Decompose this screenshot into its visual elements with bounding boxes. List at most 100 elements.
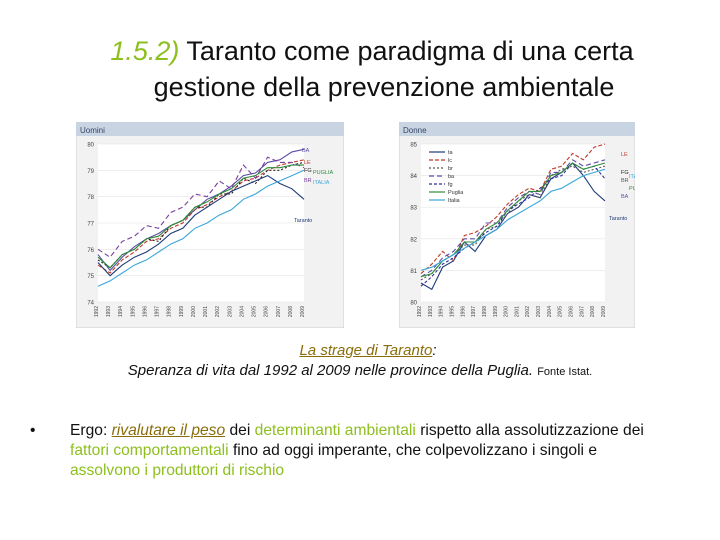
series-line-italia bbox=[420, 168, 606, 271]
body-part-4: determinanti ambientali bbox=[254, 422, 416, 439]
series-end-label: Taranto bbox=[609, 216, 627, 222]
x-tick-label: 1992 bbox=[94, 306, 100, 317]
body-part-2: rivalutare il peso bbox=[111, 422, 226, 439]
x-tick-label: 2003 bbox=[536, 306, 542, 317]
x-tick-label: 2006 bbox=[264, 306, 270, 317]
legend-label: Italia bbox=[448, 198, 461, 204]
series-end-label: FG bbox=[304, 168, 312, 174]
series-line-br bbox=[420, 165, 606, 281]
x-tick-label: 1998 bbox=[167, 306, 173, 317]
plot-area bbox=[421, 144, 605, 302]
x-tick-label: 2001 bbox=[203, 306, 209, 317]
chart-title: Uomini bbox=[80, 126, 105, 135]
legend-label: ba bbox=[448, 174, 455, 180]
y-tick-label: 80 bbox=[410, 301, 417, 307]
x-tick-label: 2005 bbox=[558, 306, 564, 317]
x-tick-label: 1995 bbox=[449, 306, 455, 317]
body-part-6: fattori comportamentali bbox=[70, 442, 229, 459]
x-tick-label: 1998 bbox=[482, 306, 488, 317]
chart-title: Donne bbox=[403, 126, 427, 135]
x-tick-label: 2003 bbox=[227, 306, 233, 317]
x-tick-label: 1992 bbox=[417, 306, 423, 317]
y-tick-label: 85 bbox=[410, 143, 417, 149]
series-line-italia bbox=[97, 169, 305, 287]
series-end-label: ITALIA bbox=[629, 174, 635, 180]
y-tick-label: 76 bbox=[87, 248, 94, 254]
x-tick-label: 1996 bbox=[460, 306, 466, 317]
series-end-label: BR bbox=[621, 178, 629, 184]
caption-title-text: La strage di Taranto bbox=[299, 342, 433, 359]
legend-label: fg bbox=[448, 182, 453, 188]
x-tick-label: 2006 bbox=[569, 306, 575, 317]
x-tick-label: 1999 bbox=[493, 306, 499, 317]
y-tick-label: 78 bbox=[87, 195, 94, 201]
caption-title: La strage di Taranto: bbox=[8, 341, 720, 360]
series-end-label: ITALIA bbox=[313, 180, 330, 186]
caption-source: Fonte Istat. bbox=[537, 366, 593, 378]
x-tick-label: 2002 bbox=[215, 306, 221, 317]
caption-subtitle: Speranza di vita dal 1992 al 2009 nelle … bbox=[0, 361, 720, 382]
x-tick-label: 2005 bbox=[252, 306, 258, 317]
title-text-1: Taranto come paradigma di una certa bbox=[186, 36, 634, 66]
y-tick-label: 75 bbox=[87, 274, 94, 280]
legend-label: Puglia bbox=[448, 190, 464, 196]
x-tick-label: 2000 bbox=[504, 306, 510, 317]
x-tick-label: 2001 bbox=[514, 306, 520, 317]
legend-label: lc bbox=[448, 158, 452, 164]
title-number: 1.5.2) bbox=[110, 36, 180, 66]
series-end-label: BR bbox=[304, 178, 312, 184]
series-end-label: FG bbox=[621, 170, 629, 176]
caption-title-colon: : bbox=[432, 342, 437, 359]
x-tick-label: 1994 bbox=[439, 306, 445, 317]
y-tick-label: 77 bbox=[87, 222, 94, 228]
series-line-ta bbox=[420, 162, 606, 291]
slide-title-line-2: gestione della prevenzione ambientale bbox=[153, 72, 615, 102]
y-tick-label: 80 bbox=[87, 143, 94, 149]
y-tick-label: 79 bbox=[87, 169, 94, 175]
body-part-5: rispetto alla assolutizzazione dei bbox=[415, 422, 644, 439]
series-line-ba bbox=[420, 159, 606, 278]
series-end-label: PUGLIA bbox=[313, 170, 334, 176]
x-tick-label: 1994 bbox=[118, 306, 124, 317]
series-end-label: BA bbox=[621, 194, 629, 200]
x-tick-label: 2002 bbox=[525, 306, 531, 317]
chart-header-bar bbox=[76, 122, 344, 136]
body-part-7: fino ad oggi imperante, che colpevolizza… bbox=[228, 442, 598, 459]
series-end-label: PUGLIA bbox=[629, 186, 635, 192]
slide-title-line-1: 1.5.2) Taranto come paradigma di una cer… bbox=[12, 34, 720, 68]
x-tick-label: 1997 bbox=[155, 306, 161, 317]
x-tick-label: 2007 bbox=[276, 306, 282, 317]
x-tick-label: 2004 bbox=[547, 306, 553, 317]
body-part-8: assolvono i produttori di rischio bbox=[70, 462, 285, 479]
body-part-3: dei bbox=[225, 422, 255, 439]
y-tick-label: 83 bbox=[410, 206, 417, 212]
bullet-marker: • bbox=[30, 422, 36, 439]
x-tick-label: 2004 bbox=[239, 306, 245, 317]
x-tick-label: 2008 bbox=[288, 306, 294, 317]
series-line-br bbox=[97, 156, 305, 258]
x-tick-label: 1996 bbox=[142, 306, 148, 317]
x-tick-label: 1993 bbox=[106, 306, 112, 317]
series-line-ta bbox=[97, 174, 305, 277]
x-tick-label: 1993 bbox=[428, 306, 434, 317]
series-end-label: LE bbox=[621, 152, 628, 158]
legend-label: br bbox=[448, 166, 453, 172]
y-tick-label: 81 bbox=[410, 269, 417, 275]
x-tick-label: 2007 bbox=[579, 306, 585, 317]
y-tick-label: 82 bbox=[410, 237, 417, 243]
x-tick-label: 1999 bbox=[179, 306, 185, 317]
bullet-text: Ergo: rivalutare il peso dei determinant… bbox=[70, 421, 670, 481]
series-line-puglia bbox=[97, 164, 304, 269]
series-line-fg bbox=[97, 161, 305, 269]
x-tick-label: 2009 bbox=[601, 306, 607, 317]
x-tick-label: 2008 bbox=[590, 306, 596, 317]
chart-header-bar bbox=[399, 122, 635, 136]
caption-subtitle-text: Speranza di vita dal 1992 al 2009 nelle … bbox=[127, 362, 534, 379]
x-tick-label: 1995 bbox=[130, 306, 136, 317]
body-part-1: Ergo: bbox=[70, 422, 112, 439]
series-line-le bbox=[97, 159, 305, 274]
x-tick-label: 2009 bbox=[300, 306, 306, 317]
legend-label: ta bbox=[448, 150, 454, 156]
